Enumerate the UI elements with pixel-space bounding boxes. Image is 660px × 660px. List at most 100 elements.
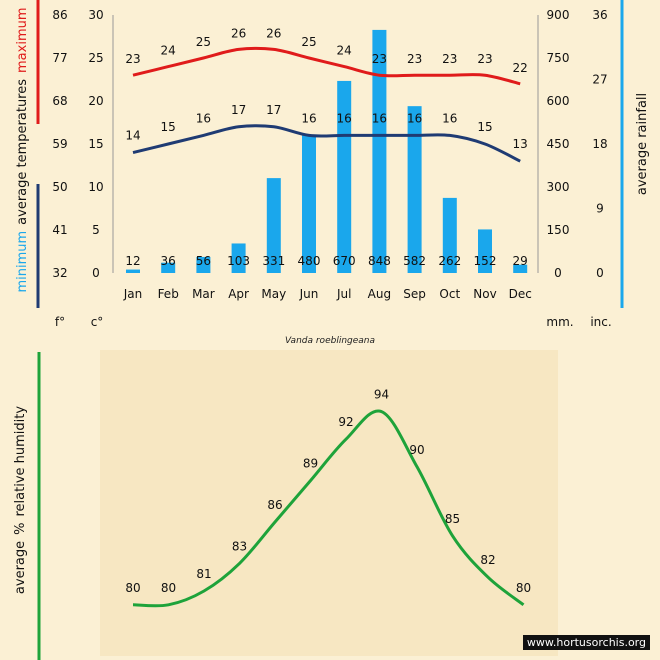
maximum-data-label: 25 [196, 35, 211, 49]
humidity-data-label: 85 [445, 512, 460, 526]
rainfall-bar [231, 243, 246, 273]
humidity-data-label: 83 [232, 539, 247, 553]
celsius-tick-label: 30 [88, 8, 103, 22]
month-tick-label: Mar [192, 287, 215, 301]
rainfall-data-label: 103 [227, 254, 250, 268]
maximum-data-label: 23 [477, 52, 492, 66]
fahrenheit-tick-label: 68 [52, 94, 67, 108]
fahrenheit-tick-label: 50 [52, 180, 67, 194]
month-tick-label: Nov [473, 287, 496, 301]
rainfall-bar [337, 80, 352, 273]
humidity-data-label: 86 [267, 498, 282, 512]
rainfall-mm-tick-label: 600 [547, 94, 570, 108]
rainfall-data-label: 331 [262, 254, 285, 268]
minimum-data-label: 16 [407, 111, 422, 125]
rainfall-data-label: 36 [161, 254, 176, 268]
humidity-axis-label-part: average [13, 541, 28, 594]
month-tick-label: Oct [439, 287, 460, 301]
maximum-data-label: 26 [231, 26, 246, 40]
fahrenheit-tick-label: 86 [52, 8, 67, 22]
watermark: www.hortusorchis.org [522, 635, 650, 650]
maximum-label-word: maximum [15, 7, 30, 73]
month-tick-label: Aug [368, 287, 391, 301]
humidity-data-label: 94 [374, 388, 389, 402]
rainfall-inch-tick-label: 18 [592, 137, 607, 151]
rainfall-data-label: 262 [438, 254, 461, 268]
maximum-data-label: 22 [513, 61, 528, 75]
minimum-data-label: 15 [477, 120, 492, 134]
minimum-label-word: minimum [15, 231, 30, 293]
month-tick-label: Jul [336, 287, 351, 301]
month-tick-label: May [261, 287, 286, 301]
month-tick-label: Sep [403, 287, 426, 301]
rainfall-bar [513, 264, 528, 273]
species-caption: Vanda roeblingeana [284, 336, 376, 346]
mm-unit-label: mm. [546, 315, 573, 329]
humidity-line [132, 409, 525, 608]
rainfall-bar [442, 197, 457, 273]
maximum-data-label: 23 [125, 52, 140, 66]
rainfall-axis-label: average rainfall [635, 93, 650, 195]
temperature-axis-label: minimum average temperatures maximum [15, 7, 30, 292]
month-tick-label: Apr [228, 287, 249, 301]
rainfall-mm-tick-label: 900 [547, 8, 570, 22]
minimum-data-label: 16 [301, 111, 316, 125]
inch-unit-label: inc. [590, 315, 611, 329]
fahrenheit-unit-label: f° [55, 315, 65, 329]
minimum-temperature-line [132, 124, 521, 163]
minimum-data-label: 13 [513, 137, 528, 151]
humidity-axis-label: average% relative humidity [13, 406, 28, 594]
rainfall-data-label: 12 [125, 254, 140, 268]
celsius-tick-label: 15 [88, 137, 103, 151]
humidity-axis-label-part: relative humidity [13, 406, 28, 517]
maximum-data-label: 24 [337, 44, 352, 58]
humidity-data-label: 90 [409, 443, 424, 457]
rainfall-bar [196, 256, 211, 273]
maximum-data-label: 23 [442, 52, 457, 66]
rainfall-mm-tick-label: 150 [547, 223, 570, 237]
celsius-tick-label: 20 [88, 94, 103, 108]
month-tick-label: Feb [158, 287, 179, 301]
rainfall-bar [266, 178, 281, 273]
temperature-label-word: average temperatures [15, 79, 30, 225]
rainfall-data-label: 152 [474, 254, 497, 268]
rainfall-bar [161, 262, 176, 273]
rainfall-bar [126, 269, 140, 273]
rainfall-bar [302, 135, 316, 273]
rainfall-mm-tick-label: 0 [554, 266, 562, 280]
humidity-plot-background [100, 350, 558, 656]
rainfall-mm-tick-label: 450 [547, 137, 570, 151]
celsius-tick-label: 5 [92, 223, 100, 237]
rainfall-data-label: 29 [513, 254, 528, 268]
rainfall-mm-tick-label: 300 [547, 180, 570, 194]
maximum-data-label: 24 [161, 44, 176, 58]
rainfall-data-label: 848 [368, 254, 391, 268]
rainfall-inch-tick-label: 27 [592, 73, 607, 87]
rainfall-data-label: 56 [196, 254, 211, 268]
humidity-data-label: 80 [516, 581, 531, 595]
maximum-data-label: 25 [301, 35, 316, 49]
rainfall-bar [372, 29, 387, 274]
celsius-unit-label: c° [91, 315, 104, 329]
minimum-data-label: 15 [161, 120, 176, 134]
humidity-axis-label-part: % [13, 523, 28, 535]
humidity-data-label: 81 [196, 567, 211, 581]
minimum-data-label: 16 [196, 111, 211, 125]
maximum-temperature-line [132, 46, 521, 86]
fahrenheit-tick-label: 41 [52, 223, 67, 237]
minimum-data-label: 16 [337, 111, 352, 125]
rainfall-bar [407, 106, 422, 273]
celsius-tick-label: 25 [88, 51, 103, 65]
humidity-data-label: 80 [161, 581, 176, 595]
minimum-data-label: 16 [442, 111, 457, 125]
maximum-data-label: 26 [266, 26, 281, 40]
month-tick-label: Jan [123, 287, 143, 301]
rainfall-inch-tick-label: 0 [596, 266, 604, 280]
rainfall-data-label: 670 [333, 254, 356, 268]
celsius-tick-label: 0 [92, 266, 100, 280]
rainfall-data-label: 480 [298, 254, 321, 268]
fahrenheit-tick-label: 32 [52, 266, 67, 280]
month-tick-label: Dec [509, 287, 532, 301]
maximum-data-label: 23 [407, 52, 422, 66]
fahrenheit-tick-label: 59 [52, 137, 67, 151]
